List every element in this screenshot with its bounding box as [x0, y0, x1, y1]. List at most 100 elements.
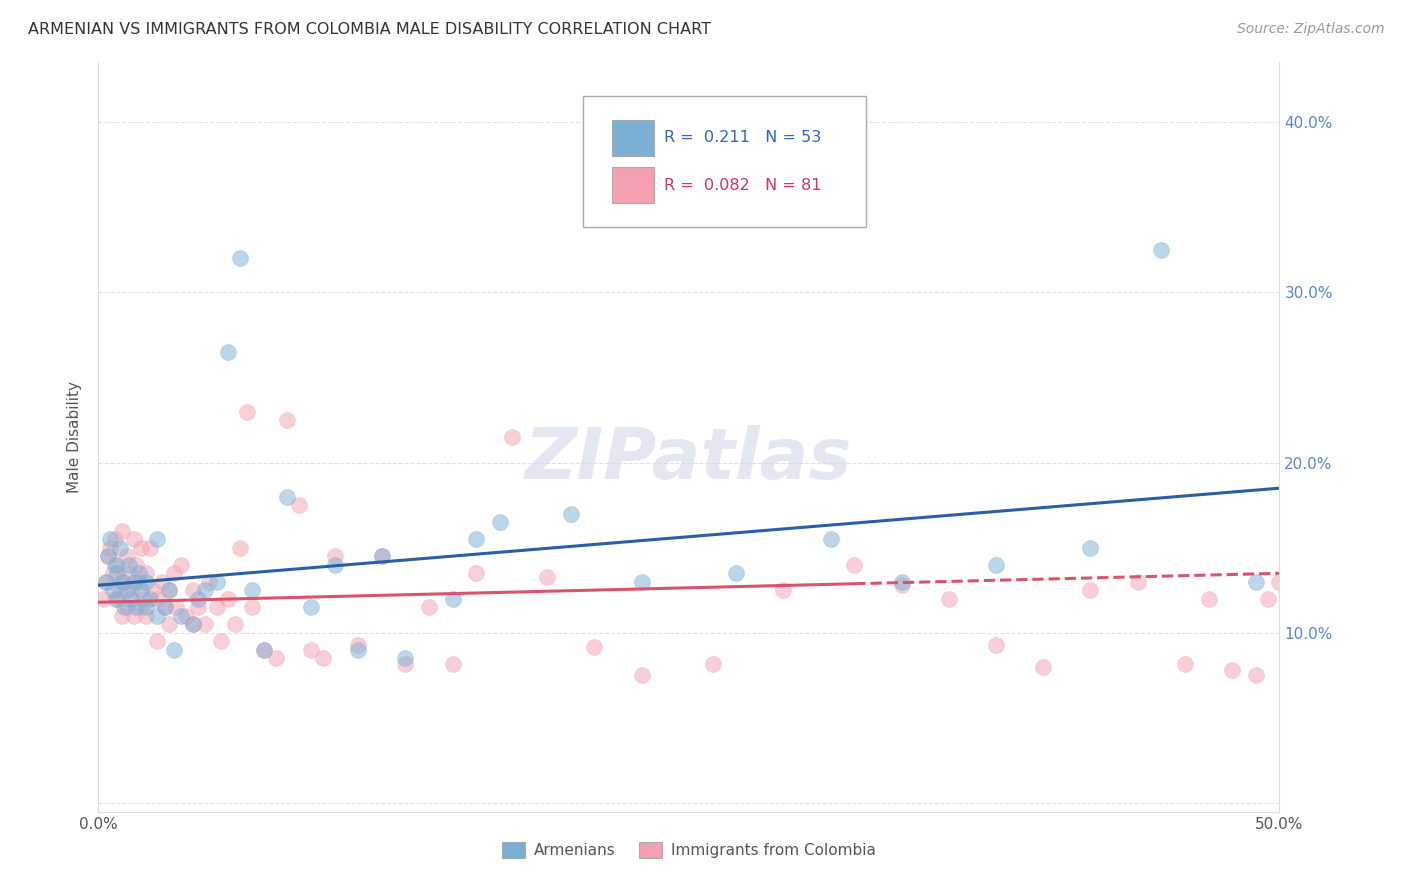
Point — [607, 195, 630, 210]
Point — [441, 591, 464, 606]
Point — [560, 507, 582, 521]
Point — [187, 591, 209, 606]
Point — [97, 549, 120, 564]
Point — [118, 566, 141, 581]
Point — [441, 657, 464, 671]
Point — [288, 498, 311, 512]
Point — [630, 574, 652, 589]
Point — [111, 574, 134, 589]
Point — [104, 591, 127, 606]
Point — [181, 617, 204, 632]
Point — [139, 541, 162, 555]
Point — [132, 591, 155, 606]
Point — [890, 578, 912, 592]
Point — [1244, 574, 1267, 589]
Point — [163, 643, 186, 657]
Point — [142, 583, 165, 598]
Point — [139, 591, 162, 606]
Point — [1126, 574, 1149, 589]
Point — [128, 574, 150, 589]
Point — [323, 549, 346, 564]
Point — [146, 533, 169, 547]
Point — [299, 643, 322, 657]
Point — [122, 574, 145, 589]
Point — [121, 583, 143, 598]
Point — [371, 549, 394, 564]
Point — [347, 638, 370, 652]
Text: Source: ZipAtlas.com: Source: ZipAtlas.com — [1237, 22, 1385, 37]
Point — [129, 600, 152, 615]
Legend: Armenians, Immigrants from Colombia: Armenians, Immigrants from Colombia — [496, 836, 882, 864]
Point — [1150, 243, 1173, 257]
Point — [146, 608, 169, 623]
Point — [630, 668, 652, 682]
Text: R =  0.211   N = 53: R = 0.211 N = 53 — [664, 130, 821, 145]
Point — [1257, 591, 1279, 606]
Y-axis label: Male Disability: Male Disability — [67, 381, 83, 493]
Point — [157, 617, 180, 632]
Point — [1244, 668, 1267, 682]
Point — [121, 591, 143, 606]
Point — [240, 583, 263, 598]
Point — [253, 643, 276, 657]
Point — [209, 634, 232, 648]
Point — [264, 651, 287, 665]
Point — [146, 591, 169, 606]
Point — [984, 638, 1007, 652]
Point — [418, 600, 440, 615]
Point — [583, 640, 606, 654]
Point — [772, 583, 794, 598]
Point — [115, 600, 138, 615]
Point — [1220, 664, 1243, 678]
Point — [122, 608, 145, 623]
Point — [229, 252, 252, 266]
Text: ZIPatlas: ZIPatlas — [526, 425, 852, 494]
Point — [501, 430, 523, 444]
Point — [105, 566, 128, 581]
Point — [181, 617, 204, 632]
FancyBboxPatch shape — [582, 96, 866, 227]
Point — [97, 549, 120, 564]
Point — [101, 566, 124, 581]
Point — [112, 600, 135, 615]
Point — [229, 541, 252, 555]
Point — [198, 574, 221, 589]
Point — [163, 566, 186, 581]
Point — [1080, 541, 1102, 555]
Point — [153, 600, 176, 615]
Point — [165, 600, 187, 615]
Point — [253, 643, 276, 657]
Point — [104, 533, 127, 547]
Point — [1198, 591, 1220, 606]
Point — [187, 600, 209, 615]
Point — [181, 583, 204, 598]
Point — [371, 549, 394, 564]
Point — [111, 524, 134, 538]
Point — [125, 558, 148, 572]
Point — [108, 583, 131, 598]
Point — [170, 558, 193, 572]
Point — [105, 558, 128, 572]
FancyBboxPatch shape — [612, 167, 654, 203]
Point — [347, 643, 370, 657]
Point — [536, 570, 558, 584]
Point — [122, 533, 145, 547]
Point — [94, 574, 117, 589]
Point — [205, 600, 228, 615]
Point — [115, 583, 138, 598]
Point — [98, 533, 121, 547]
Point — [111, 608, 134, 623]
Point — [115, 549, 138, 564]
Point — [217, 591, 239, 606]
Point — [312, 651, 335, 665]
Point — [394, 651, 416, 665]
Point — [118, 558, 141, 572]
Point — [890, 574, 912, 589]
Point — [820, 533, 842, 547]
Point — [170, 608, 193, 623]
Point — [108, 541, 131, 555]
Point — [1080, 583, 1102, 598]
Point — [135, 574, 157, 589]
Point — [194, 617, 217, 632]
Point — [101, 583, 124, 598]
